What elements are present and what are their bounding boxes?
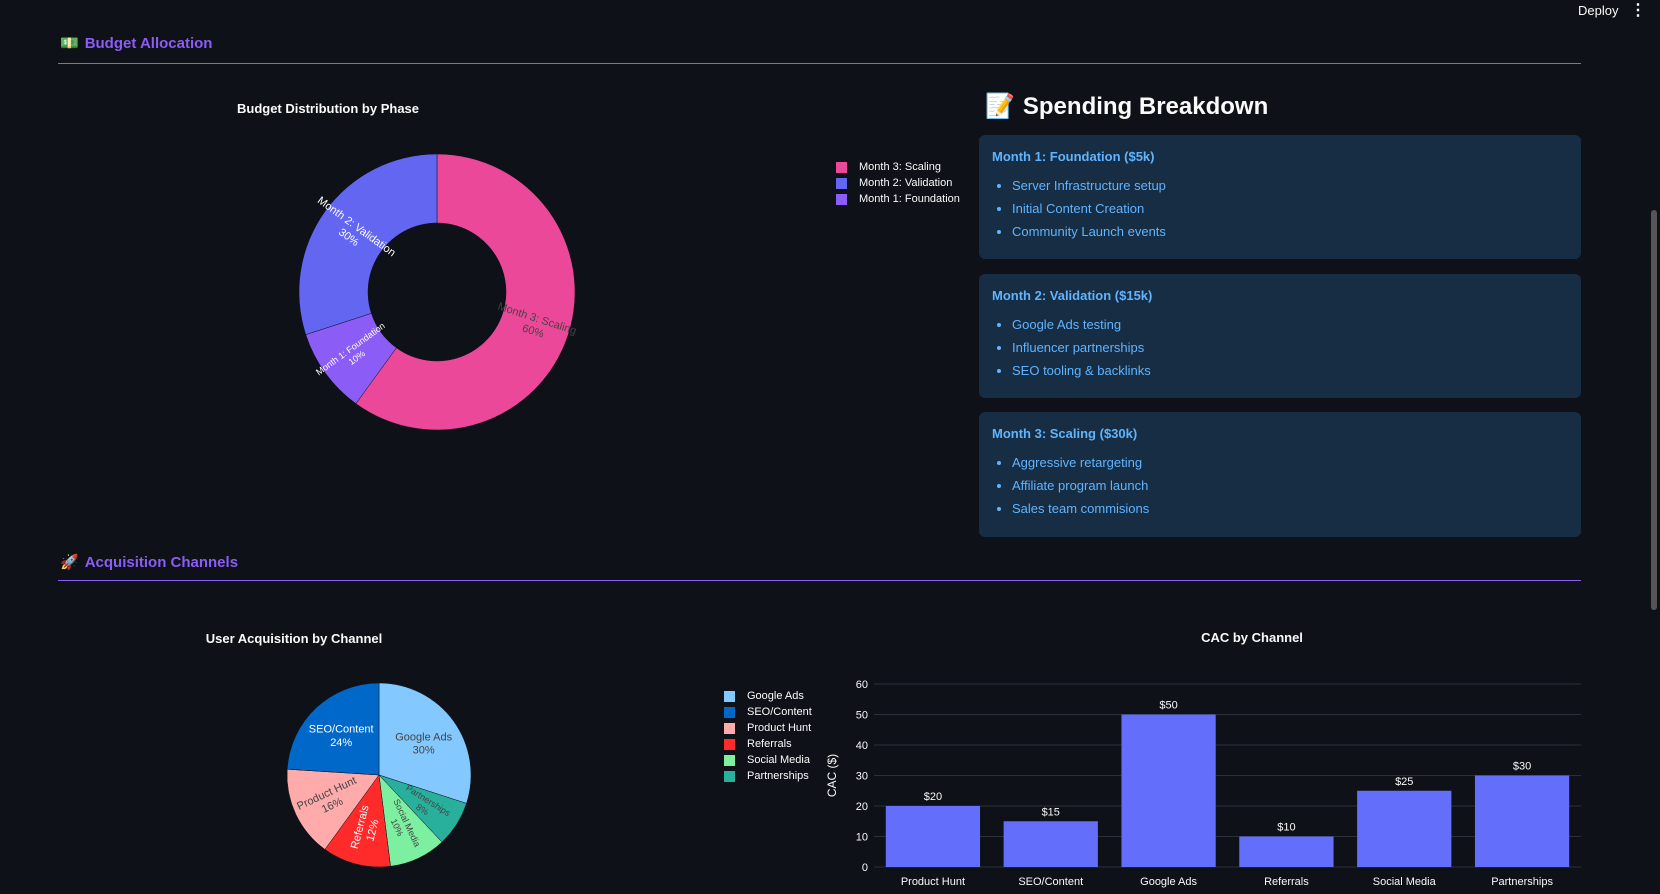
- section-title: Budget Allocation: [84, 34, 213, 52]
- y-tick-label: 60: [856, 679, 868, 691]
- card-item: Sales team commisions: [1012, 501, 1568, 524]
- bar-product-hunt[interactable]: [885, 806, 981, 867]
- slice-month-2-validation[interactable]: [298, 153, 438, 335]
- x-tick-label: Social Media: [1373, 876, 1437, 888]
- y-axis-label: CAC ($): [825, 754, 839, 797]
- legend-swatch: [724, 706, 735, 718]
- legend-swatch: [724, 722, 735, 734]
- legend-label: Google Ads: [747, 690, 804, 702]
- slice-google-ads[interactable]: [378, 682, 472, 804]
- y-tick-label: 40: [856, 740, 868, 752]
- x-tick-label: Referrals: [1264, 876, 1309, 888]
- legend-item[interactable]: Product Hunt: [724, 720, 812, 736]
- memo-icon: 📝: [985, 93, 1015, 120]
- data-label: $30: [1513, 761, 1531, 773]
- x-tick-label: Product Hunt: [901, 876, 965, 888]
- legend-swatch: [724, 770, 735, 782]
- bar-chart-title: CAC by Channel: [1201, 630, 1303, 645]
- phase-card: Month 2: Validation ($15k) Google Ads tes…: [979, 274, 1581, 398]
- y-tick-label: 10: [856, 832, 868, 844]
- legend-swatch: [836, 161, 847, 173]
- pie-legend[interactable]: Google Ads SEO/Content Product Hunt Referra…: [724, 688, 812, 784]
- phase-card: Month 1: Foundation ($5k) Server Infrastr…: [979, 135, 1581, 259]
- legend-label: Partnerships: [747, 770, 809, 782]
- legend-swatch: [836, 193, 847, 205]
- legend-item[interactable]: SEO/Content: [724, 704, 812, 720]
- scrollbar[interactable]: [1651, 210, 1657, 610]
- card-item: Community Launch events: [1012, 224, 1568, 247]
- y-tick-label: 30: [856, 771, 868, 783]
- x-tick-label: Partnerships: [1491, 876, 1553, 888]
- main-menu-icon[interactable]: ⋮: [1630, 2, 1646, 19]
- data-label: $20: [924, 791, 942, 803]
- acquisition-channels-header: 🚀 Acquisition Channels: [60, 553, 239, 572]
- legend-label: SEO/Content: [747, 706, 812, 718]
- legend-label: Product Hunt: [747, 722, 812, 734]
- donut-legend[interactable]: Month 3: Scaling Month 2: Validation Month…: [836, 159, 960, 207]
- legend-label: Referrals: [747, 738, 792, 750]
- card-title: Month 3: Scaling ($30k): [992, 426, 1138, 441]
- legend-label: Month 3: Scaling: [859, 161, 941, 173]
- legend-label: Month 1: Foundation: [859, 193, 960, 205]
- slice-label: SEO/Content 24%: [309, 724, 374, 749]
- legend-swatch: [724, 754, 735, 766]
- phase-card: Month 3: Scaling ($30k) Aggressive retarg…: [979, 412, 1581, 537]
- data-label: $25: [1395, 776, 1413, 788]
- card-item: Server Infrastructure setup: [1012, 178, 1568, 201]
- bar-seo-content[interactable]: [1003, 821, 1098, 867]
- bar-referrals[interactable]: [1239, 836, 1334, 868]
- legend-item[interactable]: Referrals: [724, 736, 812, 752]
- legend-item[interactable]: Month 1: Foundation: [836, 191, 960, 207]
- heading-text: Spending Breakdown: [1022, 92, 1269, 120]
- money-icon: 💵: [60, 35, 79, 52]
- legend-item[interactable]: Partnerships: [724, 768, 812, 784]
- legend-swatch: [724, 690, 735, 702]
- legend-item[interactable]: Month 2: Validation: [836, 175, 960, 191]
- card-item: Initial Content Creation: [1012, 201, 1568, 224]
- divider: [58, 63, 1581, 64]
- slice-seo-content[interactable]: [286, 682, 380, 776]
- slice-month-3-scaling[interactable]: [355, 153, 576, 431]
- legend-label: Social Media: [747, 754, 810, 766]
- legend-label: Month 2: Validation: [859, 177, 953, 189]
- deploy-button[interactable]: Deploy: [1578, 3, 1619, 18]
- y-tick-label: 20: [856, 801, 868, 813]
- budget-allocation-header: 💵 Budget Allocation: [60, 34, 213, 53]
- data-label: $15: [1042, 806, 1060, 818]
- rocket-icon: 🚀: [60, 554, 79, 571]
- legend-item[interactable]: Google Ads: [724, 688, 812, 704]
- legend-swatch: [724, 738, 735, 750]
- divider: [58, 580, 1581, 581]
- x-tick-label: SEO/Content: [1018, 876, 1083, 888]
- bar-google-ads[interactable]: [1121, 714, 1216, 868]
- card-item: Google Ads testing: [1012, 317, 1568, 340]
- data-label: $50: [1159, 700, 1177, 712]
- card-title: Month 1: Foundation ($5k): [992, 149, 1155, 164]
- card-item: SEO tooling & backlinks: [1012, 363, 1568, 386]
- legend-item[interactable]: Social Media: [724, 752, 812, 768]
- pie-chart-title: User Acquisition by Channel: [205, 631, 383, 646]
- x-tick-label: Google Ads: [1140, 876, 1197, 888]
- y-tick-label: 50: [856, 710, 868, 722]
- data-label: $10: [1277, 822, 1295, 834]
- card-title: Month 2: Validation ($15k): [992, 288, 1153, 303]
- slice-label: Google Ads 30%: [395, 731, 452, 756]
- bar-partnerships[interactable]: [1474, 775, 1570, 868]
- y-tick-label: 0: [862, 862, 868, 874]
- bar-social-media[interactable]: [1357, 790, 1452, 867]
- spending-breakdown-heading: 📝 Spending Breakdown: [985, 92, 1268, 121]
- section-title: Acquisition Channels: [84, 553, 239, 571]
- card-item: Affiliate program launch: [1012, 478, 1568, 501]
- card-item: Influencer partnerships: [1012, 340, 1568, 363]
- donut-chart-title: Budget Distribution by Phase: [236, 101, 420, 116]
- legend-swatch: [836, 177, 847, 189]
- card-item: Aggressive retargeting: [1012, 455, 1568, 478]
- legend-item[interactable]: Month 3: Scaling: [836, 159, 960, 175]
